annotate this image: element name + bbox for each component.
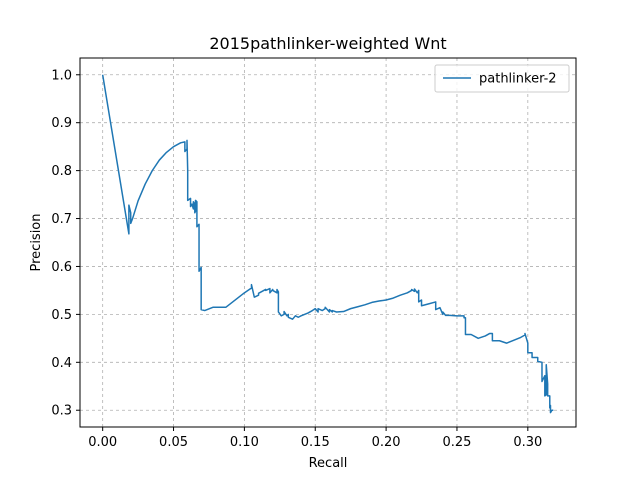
x-tick-label: 0.15 bbox=[301, 435, 330, 450]
y-tick-label: 0.9 bbox=[51, 116, 72, 131]
legend: pathlinker-2 bbox=[434, 64, 570, 93]
y-tick-label: 0.5 bbox=[51, 308, 72, 323]
grid-lines bbox=[80, 58, 576, 427]
chart-title: 2015pathlinker-weighted Wnt bbox=[209, 34, 446, 53]
y-tick-label: 0.8 bbox=[51, 164, 72, 179]
y-tick-label: 0.4 bbox=[51, 356, 72, 371]
y-tick-label: 0.6 bbox=[51, 260, 72, 275]
y-axis-label: Precision bbox=[29, 213, 44, 271]
x-tick-label: 0.10 bbox=[230, 435, 259, 450]
x-tick-label: 0.00 bbox=[88, 435, 117, 450]
x-tick-label: 0.20 bbox=[372, 435, 401, 450]
x-axis-label: Recall bbox=[309, 456, 348, 471]
plot-area-frame bbox=[79, 57, 577, 428]
series-line-pathlinker-2 bbox=[101, 74, 554, 414]
y-tick-label: 0.7 bbox=[51, 212, 72, 227]
y-tick-label: 0.3 bbox=[51, 404, 72, 419]
series-layer bbox=[101, 74, 554, 414]
legend-label-pathlinker-2: pathlinker-2 bbox=[479, 72, 557, 87]
legend-box bbox=[434, 64, 570, 93]
x-tick-label: 0.25 bbox=[442, 435, 471, 450]
x-tick-label: 0.05 bbox=[159, 435, 188, 450]
y-tick-label: 1.0 bbox=[51, 68, 72, 83]
x-tick-label: 0.30 bbox=[513, 435, 542, 450]
tick-layer: 0.00 0.05 0.10 0.15 0.20 0.25 0.30 0.3 0.4 0.5 0.6… bbox=[51, 68, 542, 450]
